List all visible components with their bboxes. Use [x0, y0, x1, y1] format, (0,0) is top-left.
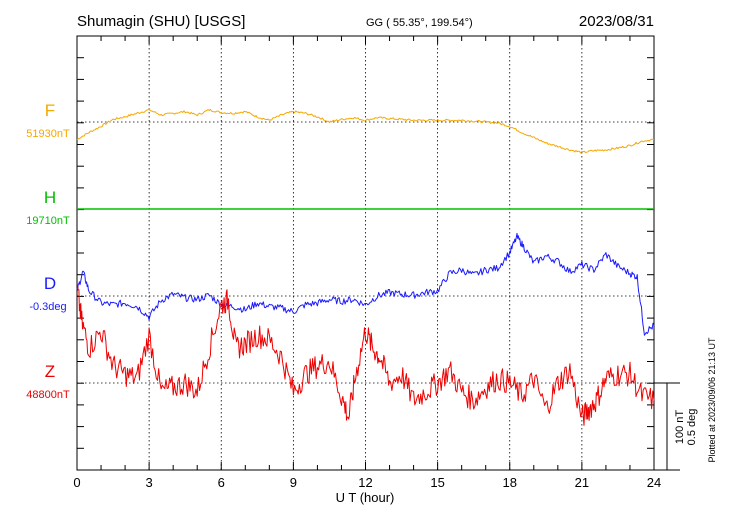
- series-name-D: D: [44, 274, 56, 293]
- x-tick-label: 0: [73, 475, 80, 490]
- grid-lines: [77, 36, 654, 470]
- x-tick-label: 24: [647, 475, 661, 490]
- x-tick-label: 21: [575, 475, 589, 490]
- station-title: Shumagin (SHU) [USGS]: [77, 13, 245, 30]
- series-baseline-H: 19710nT: [26, 215, 70, 227]
- series-group: [76, 108, 655, 426]
- date-label: 2023/08/31: [579, 13, 654, 30]
- series-name-F: F: [45, 101, 55, 120]
- coordinates-label: GG ( 55.35°, 199.54°): [366, 17, 473, 29]
- series-labels: F 51930nT H 19710nT D -0.3deg Z 48800nT: [26, 101, 70, 401]
- x-axis: 0 3 6 9 12 15 18 21 24: [73, 36, 661, 490]
- scale-bar-nt-label: 100 nT: [674, 410, 686, 445]
- series-baseline-D: -0.3deg: [29, 301, 66, 313]
- series-name-H: H: [44, 188, 56, 207]
- x-axis-title: U T (hour): [336, 490, 395, 505]
- x-tick-label: 6: [218, 475, 225, 490]
- series-baseline-Z: 48800nT: [26, 389, 70, 401]
- scale-bar: 100 nT 0.5 deg: [654, 382, 698, 471]
- series-name-Z: Z: [45, 362, 55, 381]
- series-line-Z: [76, 283, 655, 426]
- plotted-timestamp: Plotted at 2023/09/06 21:13 UT: [707, 337, 717, 463]
- x-tick-label: 15: [430, 475, 444, 490]
- x-tick-label: 3: [146, 475, 153, 490]
- x-tick-label: 9: [290, 475, 297, 490]
- series-baseline-F: 51930nT: [26, 128, 70, 140]
- x-tick-label: 12: [358, 475, 372, 490]
- scale-bar-deg-label: 0.5 deg: [686, 409, 698, 446]
- x-tick-label: 18: [503, 475, 517, 490]
- series-line-F: [76, 108, 655, 154]
- series-line-D: [76, 232, 655, 336]
